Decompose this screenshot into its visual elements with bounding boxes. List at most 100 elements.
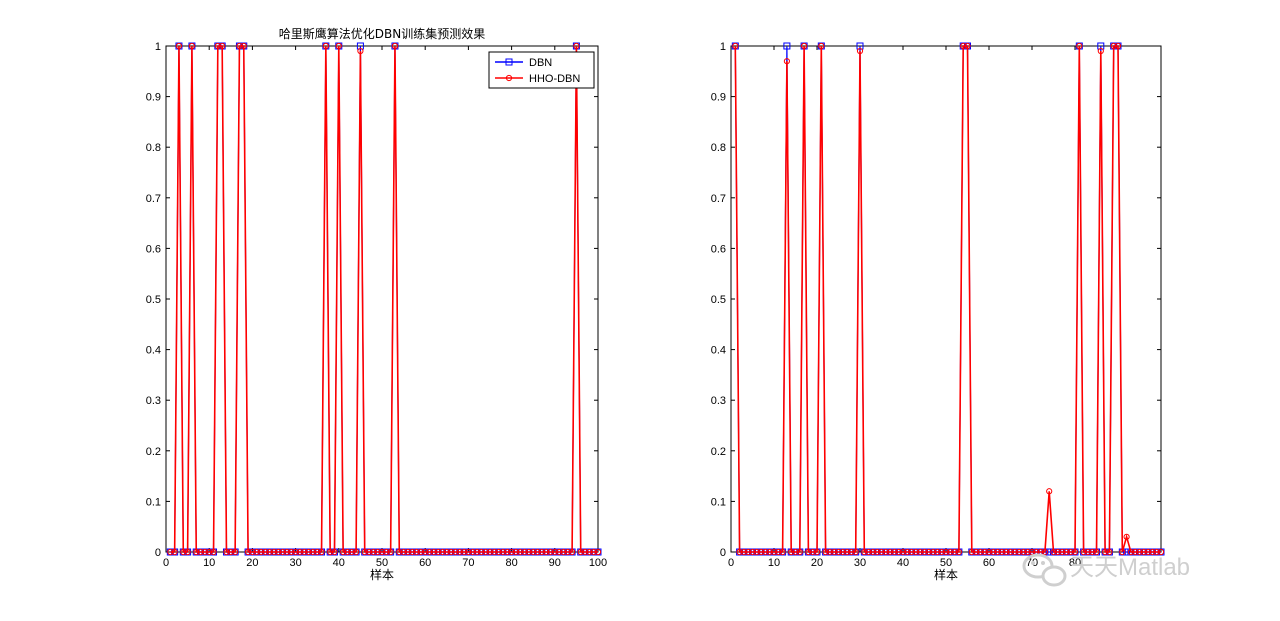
data-point-hho-dbn — [813, 548, 821, 556]
data-point-hho-dbn — [1123, 533, 1130, 540]
data-point-hho-dbn — [1093, 548, 1100, 556]
y-tick-label: 0 — [720, 547, 726, 559]
data-point-hho-dbn — [279, 548, 286, 556]
left-plot: 00.10.20.30.40.50.60.70.80.910 10 20 30 40 50… — [146, 26, 607, 582]
data-point-hho-dbn — [232, 548, 239, 556]
y-tick-label: 1 — [155, 41, 161, 53]
data-point-hho-dbn — [560, 548, 567, 556]
data-point-hho-dbn — [210, 548, 217, 556]
data-point-hho-dbn — [456, 548, 463, 556]
data-point-hho-dbn — [327, 548, 334, 556]
data-point-hho-dbn — [758, 548, 765, 556]
y-tick-label: 0.7 — [711, 193, 726, 205]
data-point-hho-dbn — [538, 548, 545, 556]
data-point-hho-dbn — [322, 42, 329, 50]
x-tick-label: 60 — [983, 557, 995, 569]
y-tick-label: 0.2 — [146, 446, 161, 458]
data-point-hho-dbn — [465, 548, 472, 556]
data-point-hho-dbn — [439, 548, 446, 556]
y-tick-label: 0 — [155, 547, 161, 559]
data-point-hho-dbn — [938, 548, 945, 556]
data-point-hho-dbn — [236, 42, 243, 50]
data-point-hho-dbn — [822, 548, 829, 556]
data-point-hho-dbn — [955, 548, 963, 556]
data-point-hho-dbn — [443, 548, 450, 556]
x-tick-label: 60 — [419, 557, 431, 569]
data-point-hho-dbn — [792, 548, 799, 556]
data-point-hho-dbn — [227, 548, 234, 556]
data-point-hho-dbn — [1054, 548, 1061, 556]
x-tick-label: 10 — [203, 557, 215, 569]
data-point-hho-dbn — [1097, 47, 1104, 55]
data-point-hho-dbn — [512, 548, 520, 556]
data-point-hho-dbn — [314, 548, 321, 556]
y-tick-label: 0.9 — [711, 92, 726, 104]
data-point-hho-dbn — [361, 548, 368, 556]
data-point-hho-dbn — [473, 548, 481, 556]
data-point-hho-dbn — [801, 42, 808, 50]
data-point-hho-dbn — [525, 548, 532, 556]
data-point-hho-dbn — [770, 548, 778, 556]
data-point-hho-dbn — [1153, 548, 1160, 556]
wechat-icon — [1022, 553, 1067, 587]
legend: DBN HHO-DBN — [488, 51, 595, 89]
data-point-hho-dbn — [435, 548, 442, 556]
data-point-hho-dbn — [383, 548, 390, 556]
data-point-hho-dbn — [1110, 42, 1117, 50]
data-point-hho-dbn — [387, 548, 394, 556]
data-point-hho-dbn — [482, 548, 489, 556]
legend-marker — [505, 74, 513, 82]
data-point-hho-dbn — [1089, 548, 1096, 556]
data-point-hho-dbn — [1041, 548, 1049, 556]
data-point-hho-dbn — [1114, 42, 1122, 50]
data-point-hho-dbn — [869, 548, 877, 556]
data-point-hho-dbn — [417, 548, 424, 556]
data-point-hho-dbn — [365, 548, 373, 556]
data-point-hho-dbn — [188, 42, 196, 50]
data-point-hho-dbn — [543, 548, 550, 556]
data-point-hho-dbn — [352, 548, 360, 556]
data-point-hho-dbn — [844, 548, 851, 556]
x-tick-label: 40 — [333, 557, 345, 569]
data-point-hho-dbn — [551, 548, 558, 556]
data-point-hho-dbn — [486, 548, 494, 556]
data-point-dbn — [1123, 548, 1131, 556]
data-point-hho-dbn — [1106, 548, 1113, 556]
data-point-hho-dbn — [1016, 548, 1023, 556]
data-point-hho-dbn — [547, 548, 554, 556]
data-point-hho-dbn — [762, 548, 769, 556]
data-point-hho-dbn — [197, 548, 204, 556]
data-point-hho-dbn — [240, 42, 247, 50]
data-point-hho-dbn — [1050, 548, 1057, 556]
data-point-hho-dbn — [874, 548, 881, 556]
y-tick-label: 0.5 — [146, 294, 161, 306]
data-point-hho-dbn — [283, 548, 291, 556]
data-point-hho-dbn — [852, 548, 859, 556]
data-point-hho-dbn — [779, 548, 786, 556]
y-tick-label: 0.1 — [146, 496, 161, 508]
data-point-hho-dbn — [340, 548, 347, 556]
data-point-hho-dbn — [839, 548, 846, 556]
y-tick-label: 0.6 — [146, 243, 161, 255]
x-tick-label: 80 — [1069, 557, 1081, 569]
y-tick-label: 0.3 — [146, 395, 161, 407]
data-point-hho-dbn — [925, 548, 932, 556]
data-point-hho-dbn — [564, 548, 571, 556]
x-tick-label: 90 — [549, 557, 561, 569]
data-point-hho-dbn — [348, 548, 355, 556]
data-point-dbn — [356, 42, 364, 50]
y-tick-label: 0.3 — [711, 395, 726, 407]
data-point-hho-dbn — [335, 42, 342, 50]
data-point-hho-dbn — [568, 548, 576, 556]
data-point-hho-dbn — [861, 548, 868, 556]
data-point-hho-dbn — [1011, 548, 1018, 556]
data-point-hho-dbn — [1003, 548, 1010, 556]
data-point-hho-dbn — [947, 548, 954, 556]
data-point-hho-dbn — [1067, 548, 1074, 556]
data-point-hho-dbn — [404, 548, 412, 556]
data-point-hho-dbn — [740, 548, 748, 556]
data-point-hho-dbn — [1080, 548, 1087, 556]
data-point-hho-dbn — [357, 47, 364, 55]
data-point-hho-dbn — [495, 548, 502, 556]
